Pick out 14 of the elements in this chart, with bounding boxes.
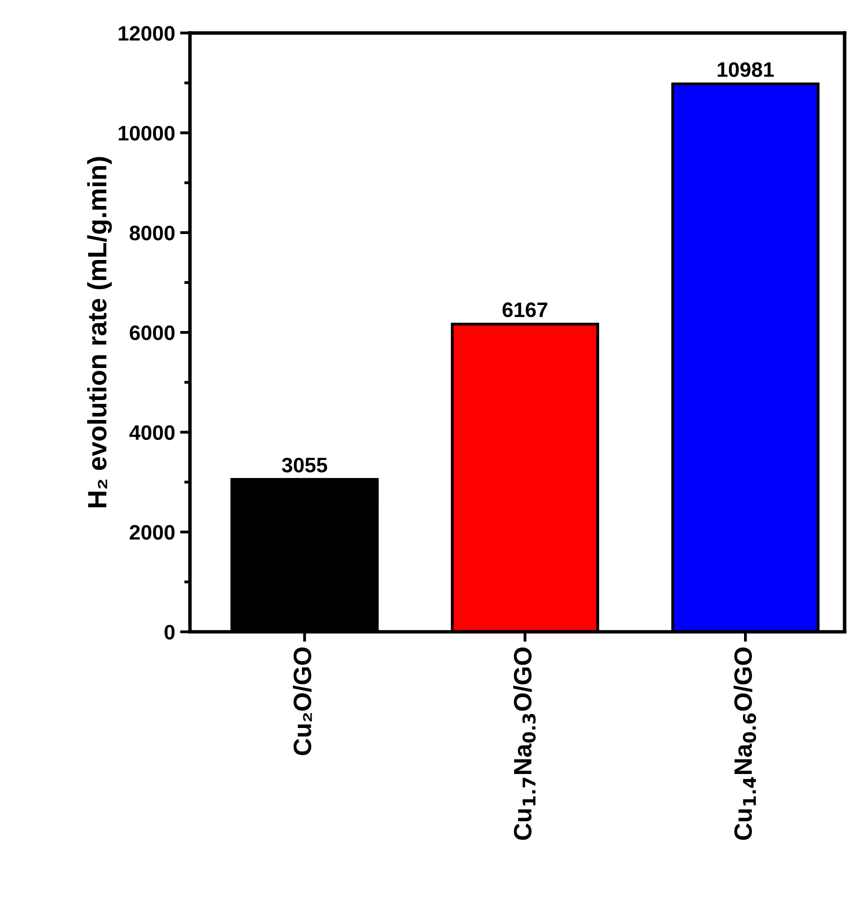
- data-label: 10981: [718, 62, 774, 77]
- y-tick-label: 4000: [129, 425, 175, 440]
- y-tick-label: 6000: [130, 325, 175, 340]
- y-tick-label: 2000: [130, 525, 175, 540]
- y-tick-label: 8000: [130, 226, 175, 240]
- x-tick-label: Cu$_{1.4}$Na$_{0.6}$O/GO: [734, 648, 756, 840]
- y-tick-label: 12000: [118, 26, 175, 41]
- data-label: 3055: [282, 458, 328, 472]
- data-label: 6167: [502, 302, 548, 318]
- y-tick-label: 0: [164, 624, 175, 640]
- y-tick-label: 10000: [118, 126, 175, 141]
- y-axis-title: H₂ evolution rate (mL/g.min): [87, 157, 112, 508]
- x-tick-label: Cu$_{1.7}$Na$_{0.3}$O/GO: [513, 648, 536, 840]
- x-tick-label: Cu₂O/GO: [292, 647, 312, 756]
